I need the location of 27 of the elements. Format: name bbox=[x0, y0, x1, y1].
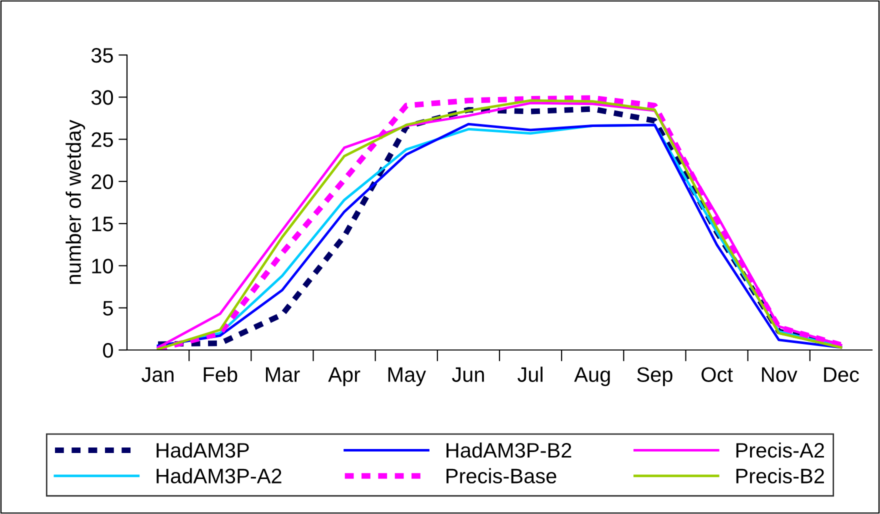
y-tick-label: 20 bbox=[92, 174, 113, 190]
x-tick-label: Jul bbox=[518, 366, 542, 382]
x-tick-label: Jan bbox=[142, 367, 174, 382]
x-tick-label: Aug bbox=[574, 367, 610, 386]
x-tick-label: Nov bbox=[762, 367, 798, 382]
y-tick-label: 15 bbox=[92, 216, 113, 232]
y-tick-label: 25 bbox=[92, 132, 113, 148]
legend-label: Precis-B2 bbox=[736, 468, 824, 484]
y-axis-title: number of wetday bbox=[66, 120, 86, 284]
y-tick-label: 10 bbox=[92, 258, 113, 274]
x-tick-label: Mar bbox=[266, 367, 300, 382]
y-tick-label: 30 bbox=[91, 90, 113, 105]
legend-label: HadAM3P-B2 bbox=[446, 442, 572, 458]
x-tick-label: Oct bbox=[702, 367, 733, 382]
y-tick-label: 35 bbox=[91, 48, 113, 63]
x-tick-label: May bbox=[388, 367, 426, 386]
x-tick-label: Dec bbox=[824, 367, 859, 382]
x-tick-label: Feb bbox=[204, 366, 238, 382]
y-tick-label: 0 bbox=[103, 343, 113, 358]
legend-label: HadAM3P bbox=[156, 442, 249, 458]
legend-label: Precis-Base bbox=[446, 468, 556, 484]
x-tick-label: Sep bbox=[637, 367, 672, 386]
legend-label: Precis-A2 bbox=[736, 442, 824, 458]
y-tick-label: 5 bbox=[103, 301, 113, 316]
x-tick-label: Apr bbox=[328, 367, 360, 386]
x-tick-label: Jun bbox=[452, 367, 484, 382]
legend-label: HadAM3P-A2 bbox=[156, 468, 282, 484]
